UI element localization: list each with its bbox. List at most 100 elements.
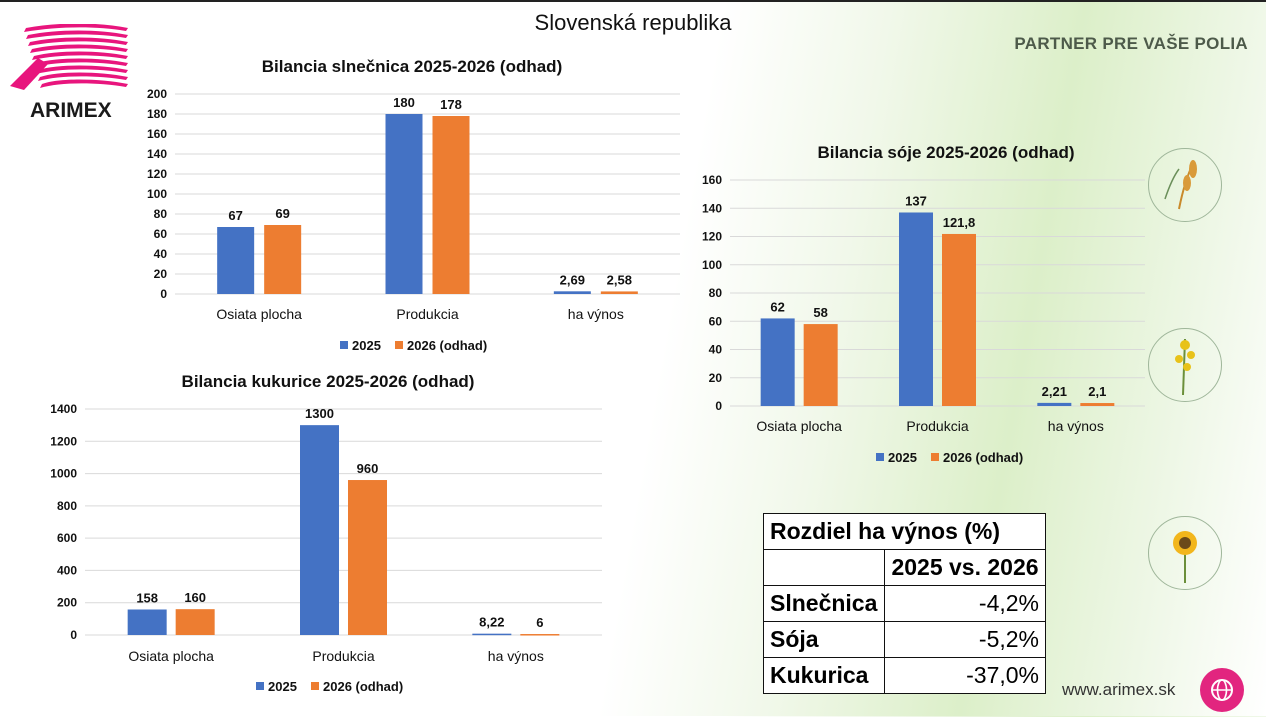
data-label: 180 [393, 95, 415, 110]
y-tick-label: 20 [709, 371, 723, 385]
logo-stripe [38, 72, 128, 81]
x-category-label: Osiata plocha [756, 418, 842, 434]
bar-2026odhad [175, 609, 215, 635]
table-header-row: Rozdiel ha výnos (%) [763, 513, 1046, 550]
y-tick-label: 40 [709, 343, 723, 357]
data-label: 58 [813, 305, 827, 320]
legend-label: 2026 (odhad) [407, 338, 487, 353]
logo-stripe [36, 65, 128, 74]
bar-2026odhad [942, 233, 976, 406]
legend-label: 2025 [268, 679, 297, 694]
globe-icon[interactable] [1200, 668, 1244, 712]
table-row: Sója -5,2% [763, 621, 1046, 658]
logo-stripe [40, 79, 128, 88]
y-tick-label: 60 [709, 314, 723, 328]
table-subheader-row: 2025 vs. 2026 [763, 549, 1046, 586]
row-label: Slnečnica [763, 585, 885, 622]
x-category-label: ha výnos [568, 306, 624, 322]
y-tick-label: 180 [147, 107, 167, 121]
bar-2025 [1037, 402, 1072, 406]
y-tick-label: 160 [147, 127, 167, 141]
y-tick-label: 120 [702, 230, 722, 244]
bar-2025 [300, 425, 339, 635]
legend-swatch [311, 682, 319, 690]
y-tick-label: 200 [147, 87, 167, 101]
logo-stripe [24, 24, 128, 32]
bar-2026odhad [600, 291, 638, 294]
yield-difference-table: Rozdiel ha výnos (%) 2025 vs. 2026 Slneč… [763, 513, 1046, 694]
data-label: 6 [536, 615, 543, 630]
y-tick-label: 600 [57, 531, 77, 545]
chart-title: Bilancia slnečnica 2025-2026 (odhad) [262, 57, 562, 76]
data-label: 62 [770, 299, 784, 314]
data-label: 69 [275, 206, 289, 221]
data-label: 67 [228, 208, 242, 223]
brand-name: ARIMEX [30, 99, 112, 122]
bar-2025 [217, 227, 255, 294]
data-label: 960 [357, 461, 379, 476]
y-tick-label: 80 [154, 207, 168, 221]
bar-2025 [127, 609, 167, 635]
y-tick-label: 100 [702, 258, 722, 272]
bar-2025 [385, 114, 423, 294]
legend-label: 2026 (odhad) [323, 679, 403, 694]
bar-2025 [472, 633, 512, 636]
row-label: Sója [763, 621, 885, 658]
logo-stripe [30, 44, 128, 53]
y-tick-label: 140 [147, 147, 167, 161]
data-label: 8,22 [479, 615, 504, 630]
table-title: Rozdiel ha výnos (%) [763, 513, 1046, 550]
website-url[interactable]: www.arimex.sk [1062, 680, 1176, 699]
y-tick-label: 60 [154, 227, 168, 241]
bar-2025 [553, 291, 591, 294]
x-category-label: Produkcia [906, 418, 968, 434]
bar-2026odhad [432, 116, 470, 294]
bar-2026odhad [803, 324, 838, 406]
legend-swatch [256, 682, 264, 690]
data-label: 178 [440, 97, 462, 112]
table-empty-cell [763, 549, 885, 586]
y-tick-label: 160 [702, 173, 722, 187]
y-tick-label: 20 [154, 267, 168, 281]
data-label: 160 [184, 590, 206, 605]
bar-2026odhad [348, 480, 387, 635]
legend-label: 2025 [888, 450, 917, 465]
chart-slnecnica: Bilancia slnečnica 2025-2026 (odhad) 0 20… [147, 57, 680, 353]
data-label: 1300 [305, 406, 334, 421]
y-tick-label: 80 [709, 286, 723, 300]
x-category-label: Produkcia [396, 306, 458, 322]
rapeseed-icon [1148, 328, 1222, 402]
x-category-label: Osiata plocha [216, 306, 302, 322]
data-label: 2,21 [1042, 384, 1067, 399]
table-row: Slnečnica -4,2% [763, 585, 1046, 622]
y-tick-label: 40 [154, 247, 168, 261]
bar-2026odhad [264, 225, 302, 294]
row-value: -37,0% [884, 657, 1046, 694]
data-label: 2,69 [560, 272, 585, 287]
legend-swatch [395, 341, 403, 349]
row-value: -5,2% [884, 621, 1046, 658]
legend-swatch [340, 341, 348, 349]
x-category-label: Osiata plocha [128, 648, 214, 664]
chart-title: Bilancia kukurice 2025-2026 (odhad) [182, 372, 475, 391]
data-label: 2,58 [607, 272, 632, 287]
tagline: PARTNER PRE VAŠE POLIA [1014, 34, 1248, 53]
y-tick-label: 0 [160, 287, 167, 301]
legend-swatch [931, 453, 939, 461]
logo-stripe [32, 51, 128, 60]
data-label: 158 [136, 590, 158, 605]
bar-2025 [899, 212, 933, 406]
y-tick-label: 0 [715, 399, 722, 413]
x-category-label: Produkcia [312, 648, 374, 664]
chart-soja: Bilancia sóje 2025-2026 (odhad) 0 20 40 60 8… [702, 143, 1145, 465]
top-border [0, 0, 1266, 2]
y-tick-label: 1200 [50, 434, 77, 448]
logo-stripe [34, 58, 128, 67]
y-tick-label: 120 [147, 167, 167, 181]
legend-swatch [876, 453, 884, 461]
y-tick-label: 100 [147, 187, 167, 201]
chart-kukurica: Bilancia kukurice 2025-2026 (odhad) 0 200… [50, 372, 602, 694]
bar-2025 [760, 318, 795, 406]
logo-stripe [28, 37, 128, 46]
table-row: Kukurica -37,0% [763, 657, 1046, 694]
